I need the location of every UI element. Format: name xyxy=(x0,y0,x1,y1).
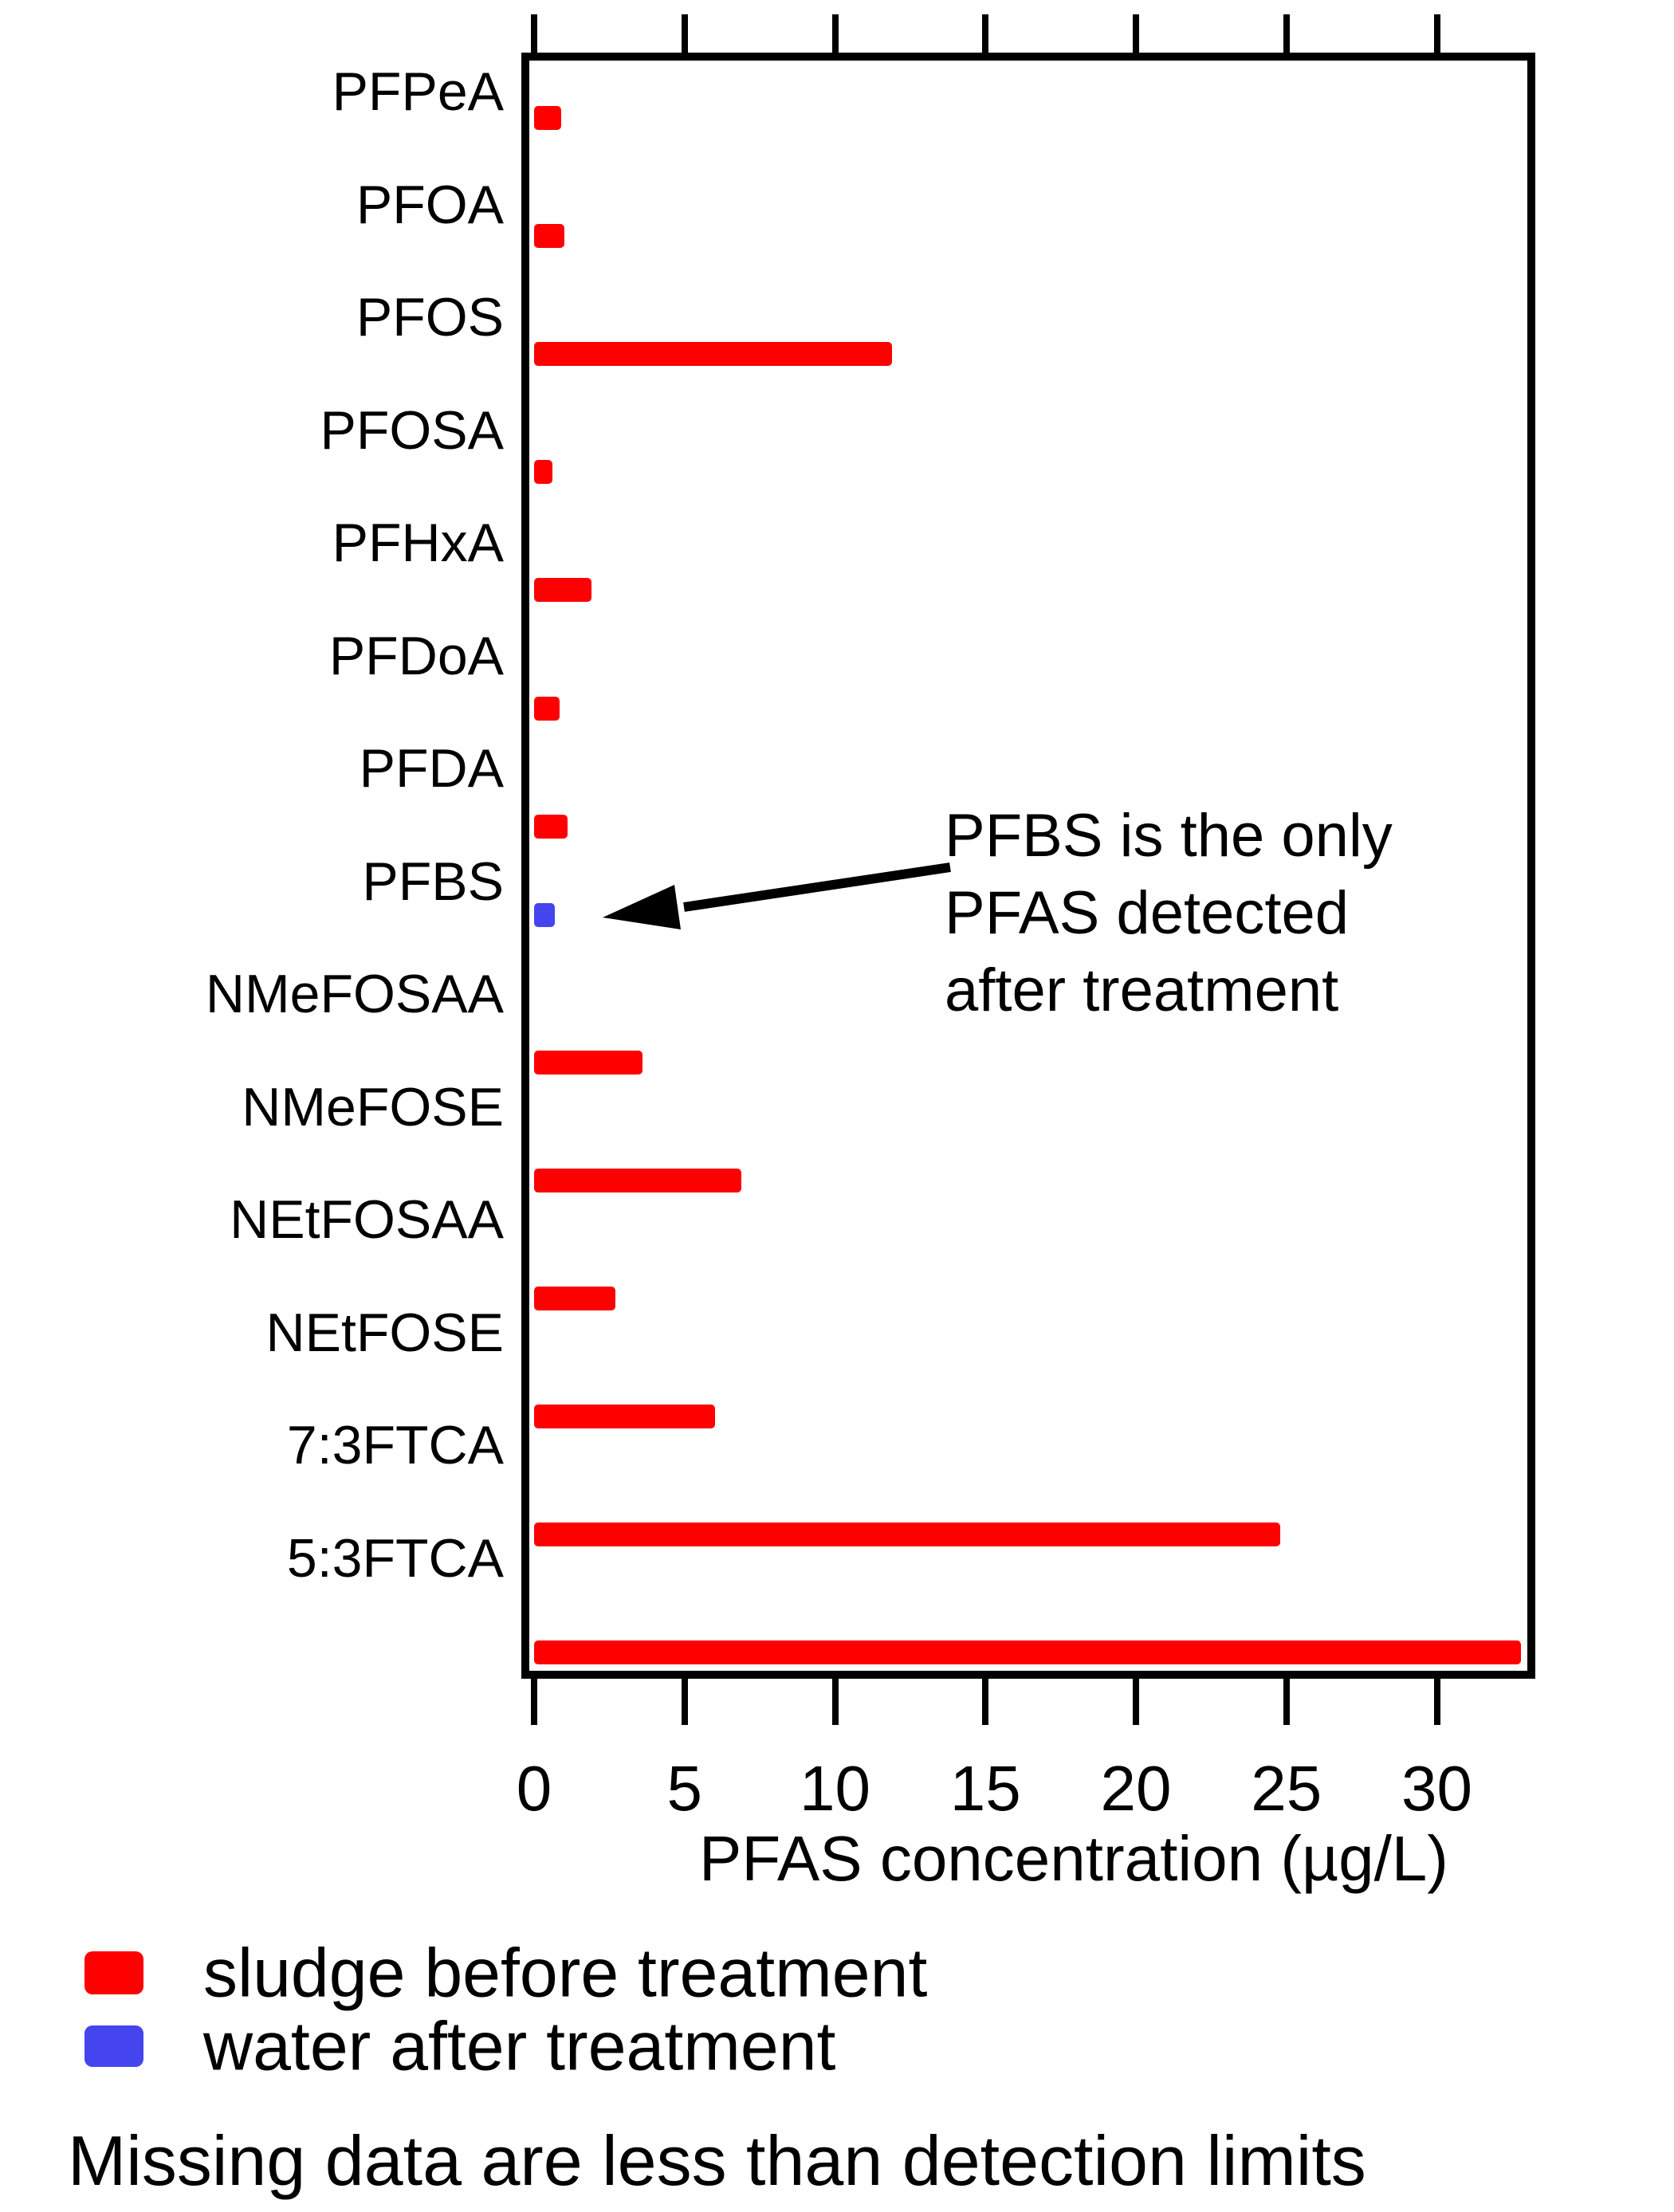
bar-7:3FTCA xyxy=(534,1522,1281,1547)
category-label: PFBS xyxy=(362,851,504,912)
x-tick-label: 20 xyxy=(1100,1753,1172,1824)
category-label: NEtFOSE xyxy=(265,1302,505,1363)
legend-label-sludge: sludge before treatment xyxy=(203,1935,928,2012)
bar-PFHxA xyxy=(534,578,591,603)
x-axis-tick xyxy=(681,14,688,59)
bar-PFOSA xyxy=(534,460,552,485)
category-label: PFDoA xyxy=(328,625,504,686)
category-label: NMeFOSE xyxy=(242,1076,504,1137)
x-tick-label: 0 xyxy=(516,1753,552,1824)
bar-NMeFOSAA xyxy=(534,1050,642,1075)
x-axis-tick xyxy=(982,1679,989,1725)
x-axis-tick xyxy=(831,1679,839,1725)
x-tick-label: 15 xyxy=(949,1753,1021,1824)
category-label: PFOA xyxy=(356,174,504,235)
legend-label-water: water after treatment xyxy=(203,2008,836,2085)
legend-swatch-sludge xyxy=(84,1951,143,1994)
annotation-line: after treatment xyxy=(945,957,1339,1024)
x-axis-tick xyxy=(531,14,537,59)
bar-PFOA xyxy=(534,224,564,249)
category-label: PFOS xyxy=(356,287,504,348)
category-label: PFHxA xyxy=(332,513,504,573)
x-axis-tick xyxy=(1133,1679,1139,1725)
category-label: PFDA xyxy=(359,738,504,799)
annotation-line: PFAS detected xyxy=(945,879,1349,947)
x-axis-title: PFAS concentration (µg/L) xyxy=(699,1823,1448,1894)
bar-PFOS xyxy=(534,342,893,367)
x-tick-label: 5 xyxy=(666,1753,703,1824)
x-axis-tick xyxy=(681,1679,688,1725)
legend-swatch-water xyxy=(84,2025,143,2067)
x-axis-tick xyxy=(982,14,989,59)
footer-note: Missing data are less than detection lim… xyxy=(68,2121,1366,2200)
category-label: 7:3FTCA xyxy=(286,1415,504,1475)
annotation-text: PFBS is the only PFAS detected after tre… xyxy=(945,797,1393,1029)
bar-PFBS xyxy=(534,902,556,927)
x-tick-label: 30 xyxy=(1401,1753,1472,1824)
x-axis-tick xyxy=(1283,14,1290,59)
bar-NMeFOSE xyxy=(534,1168,742,1192)
x-tick-label: 10 xyxy=(800,1753,870,1824)
x-axis-tick xyxy=(831,14,839,59)
x-axis-tick xyxy=(531,1679,537,1725)
x-tick-label: 25 xyxy=(1251,1753,1322,1824)
bar-NEtFOSAA xyxy=(534,1287,615,1311)
category-label: PFPeA xyxy=(332,61,504,122)
category-label: NMeFOSAA xyxy=(205,964,504,1024)
x-axis-tick xyxy=(1133,14,1139,59)
category-label: NEtFOSAA xyxy=(230,1189,504,1250)
x-axis-tick xyxy=(1433,1679,1440,1725)
x-axis-tick xyxy=(1433,14,1440,59)
category-label: 5:3FTCA xyxy=(286,1527,504,1589)
bar-PFDoA xyxy=(534,696,560,721)
bar-NEtFOSE xyxy=(534,1405,715,1429)
x-axis-tick xyxy=(1283,1679,1290,1725)
bar-5:3FTCA xyxy=(534,1640,1522,1665)
bar-PFDA xyxy=(534,814,568,839)
bar-PFPeA xyxy=(534,106,561,131)
category-label: PFOSA xyxy=(320,399,505,461)
annotation-line: PFBS is the only xyxy=(945,802,1393,870)
